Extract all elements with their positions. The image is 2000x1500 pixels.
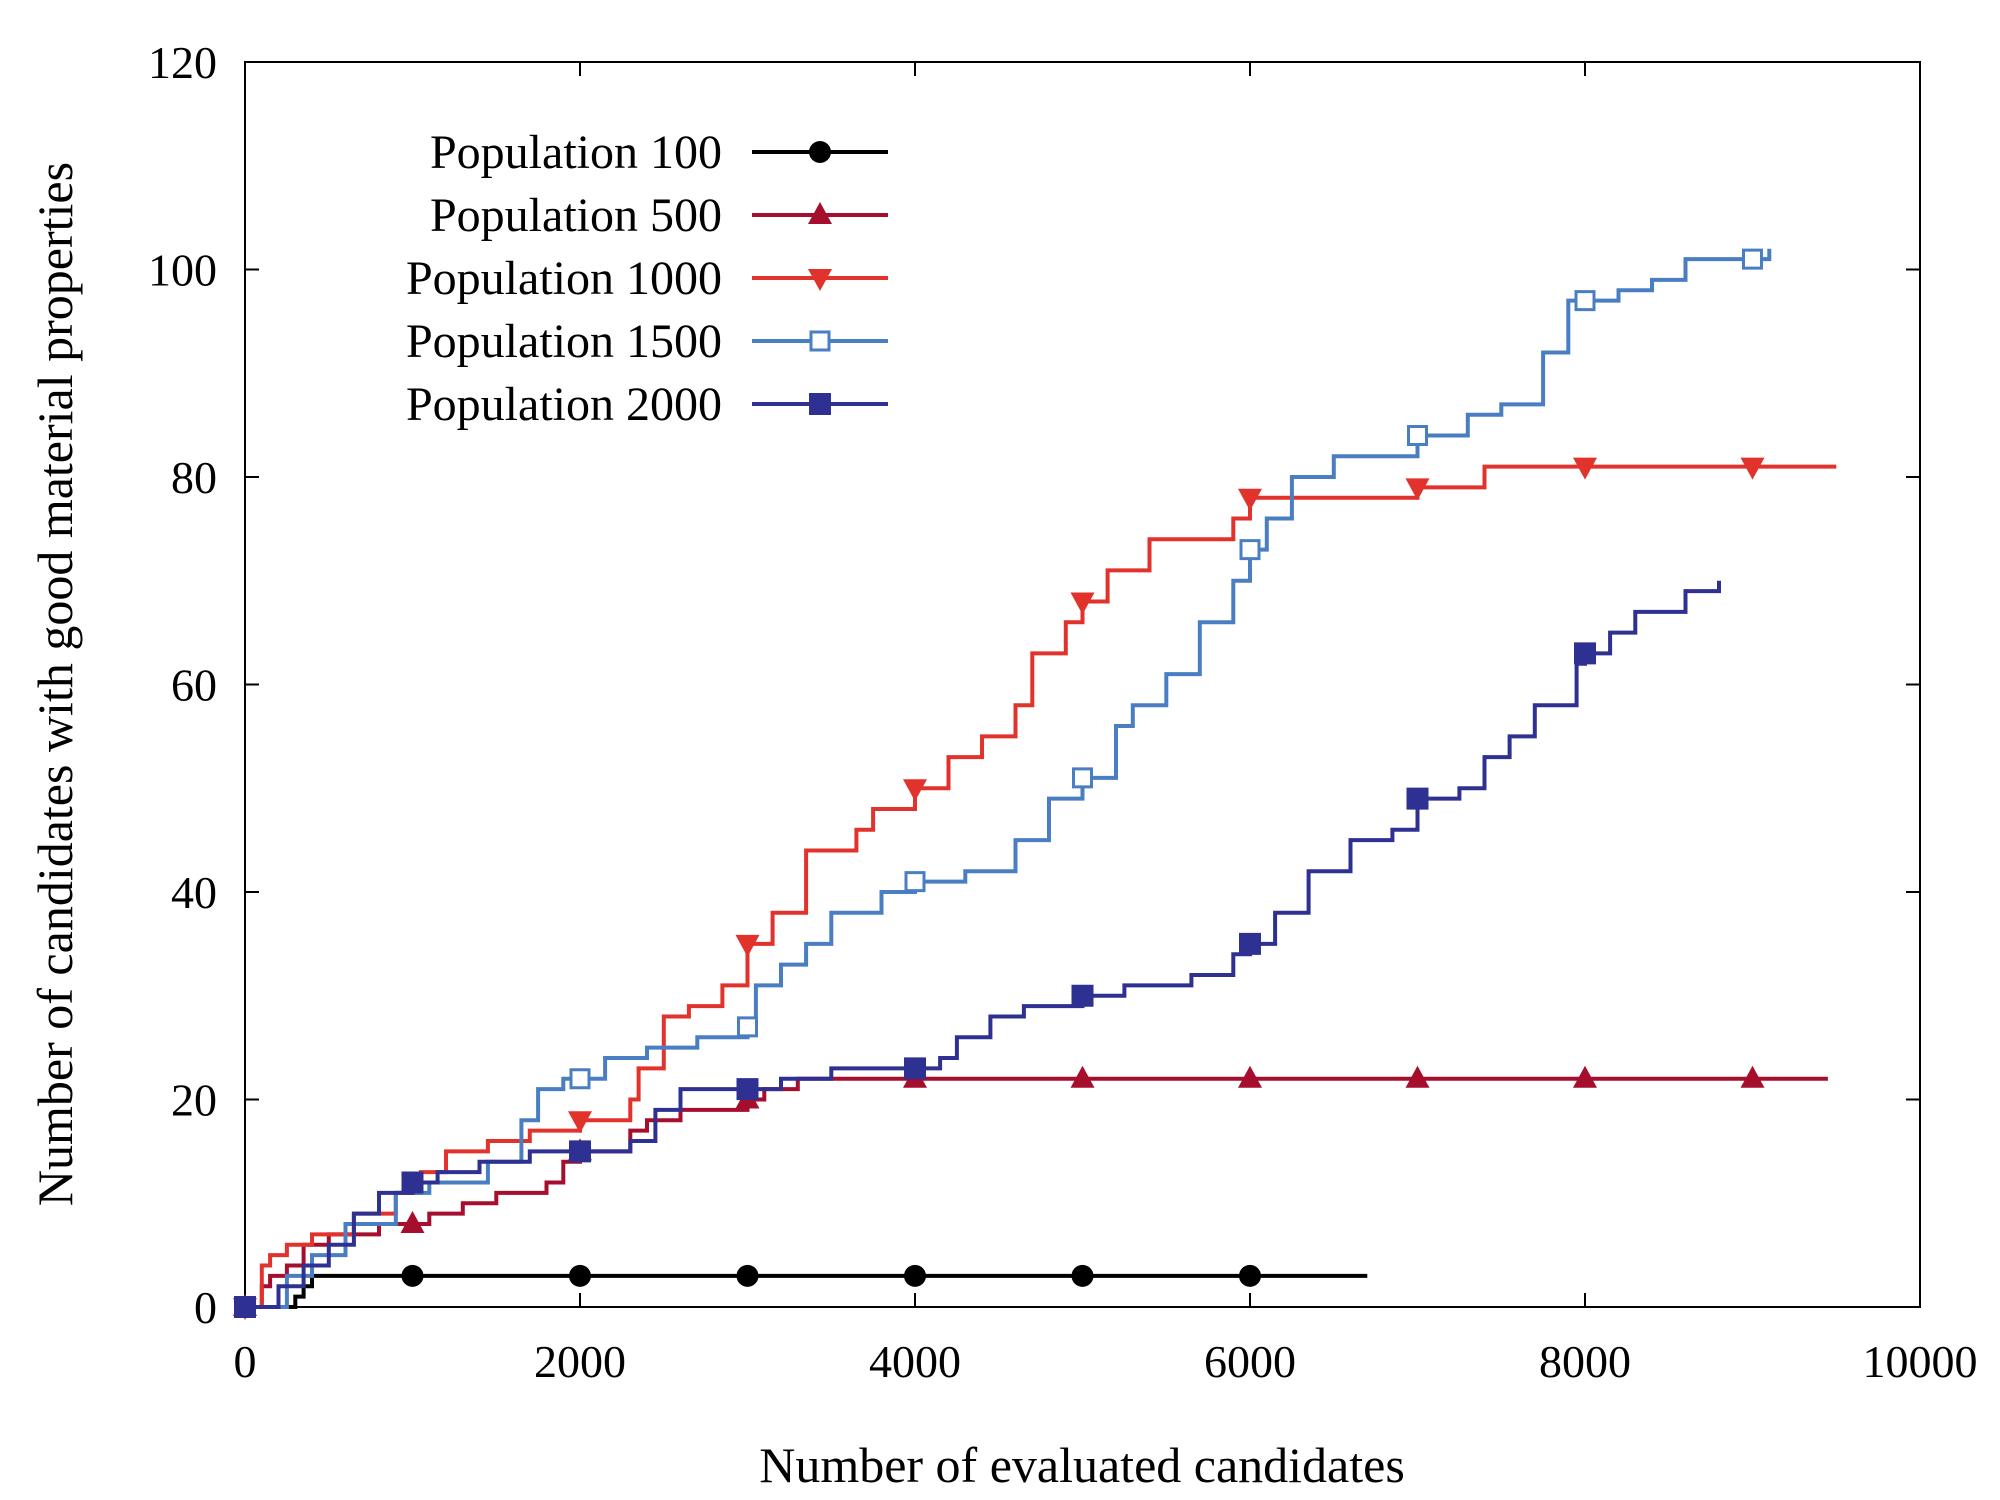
legend-label: Population 2000 — [406, 378, 722, 431]
series-3 — [234, 248, 1772, 1318]
data-point — [1072, 767, 1093, 789]
data-point — [1070, 592, 1095, 615]
x-axis-title: Number of evaluated candidates — [759, 1437, 1405, 1493]
data-point — [1239, 932, 1261, 955]
data-point — [1740, 1065, 1765, 1088]
data-point — [400, 1211, 425, 1233]
x-tick-label: 6000 — [1204, 1336, 1296, 1387]
legend-marker — [809, 393, 831, 415]
data-point — [234, 1296, 256, 1318]
axis-ticks: 0 2000 4000 6000 8000 10000 0 20 40 60 80 100 120 — [148, 37, 1978, 1387]
x-tick-label: 10000 — [1863, 1336, 1978, 1387]
data-point — [1407, 425, 1428, 446]
x-tick-label: 2000 — [534, 1336, 626, 1387]
legend-marker — [808, 202, 832, 224]
x-tick-label: 4000 — [869, 1336, 961, 1387]
data-point — [904, 1057, 926, 1080]
series-4 — [234, 580, 1721, 1318]
data-point — [903, 779, 927, 802]
data-point — [1742, 248, 1763, 270]
legend-marker — [809, 330, 831, 352]
x-tick-label: 0 — [234, 1336, 257, 1387]
data-point — [1406, 787, 1429, 810]
series-line — [245, 1076, 1828, 1309]
data-point — [1574, 290, 1596, 312]
data-point — [737, 1016, 758, 1038]
legend-label: Population 1000 — [406, 252, 722, 305]
y-tick-label: 80 — [171, 452, 217, 503]
data-point — [569, 1140, 591, 1163]
data-point — [904, 1264, 926, 1287]
data-point — [1070, 1065, 1095, 1088]
data-point — [401, 1171, 424, 1194]
series-1 — [233, 1065, 1828, 1316]
legend-label: Population 1500 — [406, 315, 722, 368]
legend-marker — [809, 141, 831, 163]
data-point — [904, 871, 926, 893]
data-point — [1238, 1065, 1262, 1088]
data-point — [1573, 1065, 1597, 1088]
legend: Population 100 Population 500 Population 1… — [406, 126, 888, 431]
y-tick-label: 20 — [171, 1075, 217, 1126]
series-line — [245, 580, 1721, 1309]
series-line — [245, 248, 1772, 1309]
series-layer — [233, 248, 1837, 1320]
data-point — [1071, 984, 1094, 1007]
data-point — [1239, 1264, 1261, 1287]
y-tick-label: 40 — [171, 867, 217, 918]
plot-frame — [244, 61, 1921, 1308]
y-tick-label: 60 — [171, 660, 217, 711]
data-point — [736, 1078, 759, 1101]
data-point — [1740, 457, 1765, 480]
y-tick-label: 100 — [148, 245, 217, 296]
data-point — [568, 1111, 592, 1134]
y-axis-title: Number of candidates with good material … — [27, 162, 83, 1206]
data-point — [569, 1264, 591, 1287]
legend-marker — [808, 269, 832, 291]
data-point — [1405, 478, 1430, 501]
y-tick-label: 0 — [194, 1282, 217, 1333]
data-point — [1071, 1264, 1094, 1287]
series-2 — [233, 457, 1837, 1320]
y-tick-label: 120 — [148, 37, 217, 88]
legend-label: Population 500 — [430, 189, 722, 242]
data-point — [736, 1264, 759, 1287]
data-point — [1574, 642, 1596, 665]
series-0 — [234, 1264, 1368, 1318]
data-point — [1405, 1065, 1430, 1088]
data-point — [735, 934, 760, 957]
legend-label: Population 100 — [430, 126, 722, 179]
data-point — [1239, 539, 1261, 561]
data-point — [401, 1264, 424, 1287]
data-point — [1238, 488, 1262, 511]
data-point — [569, 1068, 591, 1090]
x-tick-label: 8000 — [1539, 1336, 1631, 1387]
data-point — [1573, 457, 1597, 480]
